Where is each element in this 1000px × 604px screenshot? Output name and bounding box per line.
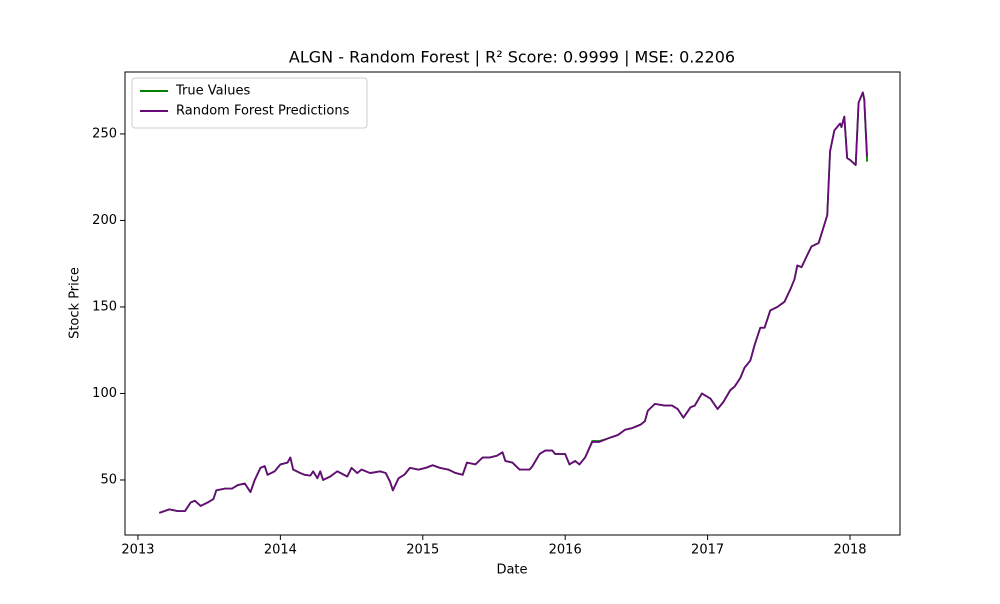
y-tick-label: 250: [92, 126, 117, 141]
chart-title: ALGN - Random Forest | R² Score: 0.9999 …: [289, 48, 735, 67]
x-tick-label: 2014: [264, 543, 297, 558]
legend-box: [131, 77, 368, 129]
y-tick-label: 100: [92, 386, 117, 401]
x-tick-label: 2018: [833, 543, 866, 558]
y-tick-label: 50: [100, 472, 117, 487]
legend-label: True Values: [175, 84, 250, 99]
plot-frame: [124, 71, 901, 536]
y-axis-label: Stock Price: [68, 267, 83, 339]
x-axis-label: Date: [496, 563, 527, 578]
y-tick-label: 200: [92, 213, 117, 228]
x-tick-label: 2015: [406, 543, 439, 558]
x-tick-label: 2017: [691, 543, 724, 558]
x-tick-label: 2016: [549, 543, 582, 558]
y-tick-label: 150: [92, 299, 117, 314]
line: [159, 91, 868, 514]
legend-label: Random Forest Predictions: [176, 104, 350, 119]
x-tick-label: 2013: [121, 543, 154, 558]
